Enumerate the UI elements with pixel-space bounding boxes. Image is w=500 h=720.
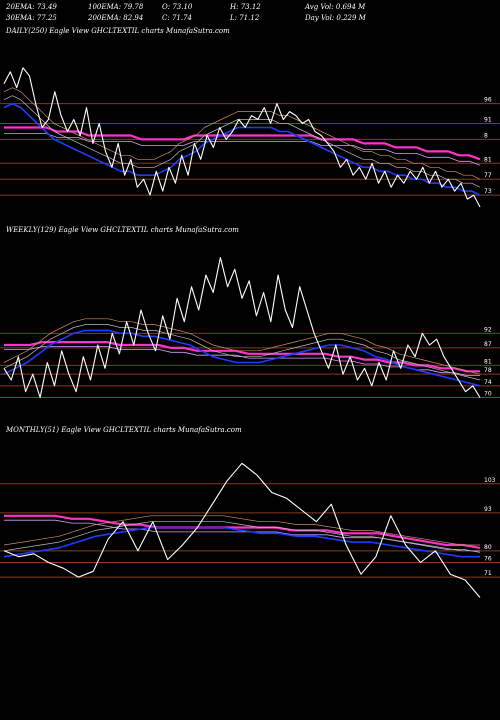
header-open: O: 73.10 [162,3,193,11]
daily-chart: 96 91 8 81 77 73 [0,67,500,208]
ema-slow-band-line [4,133,481,166]
level-label: 81 [484,156,492,163]
ema-mid-line [3,521,480,552]
level-label: 93 [484,506,492,513]
header-ema200: 200EMA: 82.94 [88,14,144,22]
header-avg-vol: Avg Vol: 0.694 M [305,3,366,11]
weekly-chart-title: WEEKLY(129) Eagle View GHCLTEXTIL charts… [6,226,239,234]
header-ema30: 30EMA: 77.25 [6,14,57,22]
ema-long-line [3,318,481,375]
price-line [3,462,481,598]
price-line [3,256,481,399]
ema-fast-line [3,102,481,196]
header-ema100: 100EMA: 79.78 [88,3,144,11]
weekly-chart: 92 87 81 78 74 70 [0,256,500,399]
ema-long-line [3,87,481,180]
level-label: 87 [484,341,492,348]
header-low: L: 71.12 [230,14,260,22]
ema-slow-band-line [4,519,481,553]
level-label: 8 [484,132,488,139]
level-label: 73 [484,188,492,195]
monthly-chart: 103 93 80 76 71 [0,462,500,598]
level-label: 91 [484,117,492,124]
level-label: 80 [484,544,492,551]
ema-fast-line [3,329,481,387]
ema-mid-line [3,95,481,188]
level-label: 74 [484,379,492,386]
header-high: H: 73.12 [230,3,261,11]
ema-mid-line [3,324,481,381]
level-label: 96 [484,97,492,104]
header-ema20: 20EMA: 73.49 [6,3,57,11]
price-line [3,67,481,208]
level-label: 71 [484,570,492,577]
header-day-vol: Day Vol: 0.229 M [305,14,366,22]
level-label: 70 [484,391,492,398]
ema-slow-line [4,514,481,549]
ema-fast-line [3,526,480,558]
monthly-chart-title: MONTHLY(51) Eagle View GHCLTEXTIL charts… [6,426,242,434]
daily-chart-title: DAILY(250) Eagle View GHCLTEXTIL charts … [6,27,230,35]
level-label: 78 [484,367,492,374]
header-close: C: 71.74 [162,14,192,22]
ema-slow-line [4,126,481,161]
level-label: 76 [484,556,492,563]
level-label: 81 [484,358,492,365]
level-label: 77 [484,172,492,179]
level-label: 92 [484,326,492,333]
ema-slow-line [4,341,480,373]
level-label: 103 [484,477,496,484]
